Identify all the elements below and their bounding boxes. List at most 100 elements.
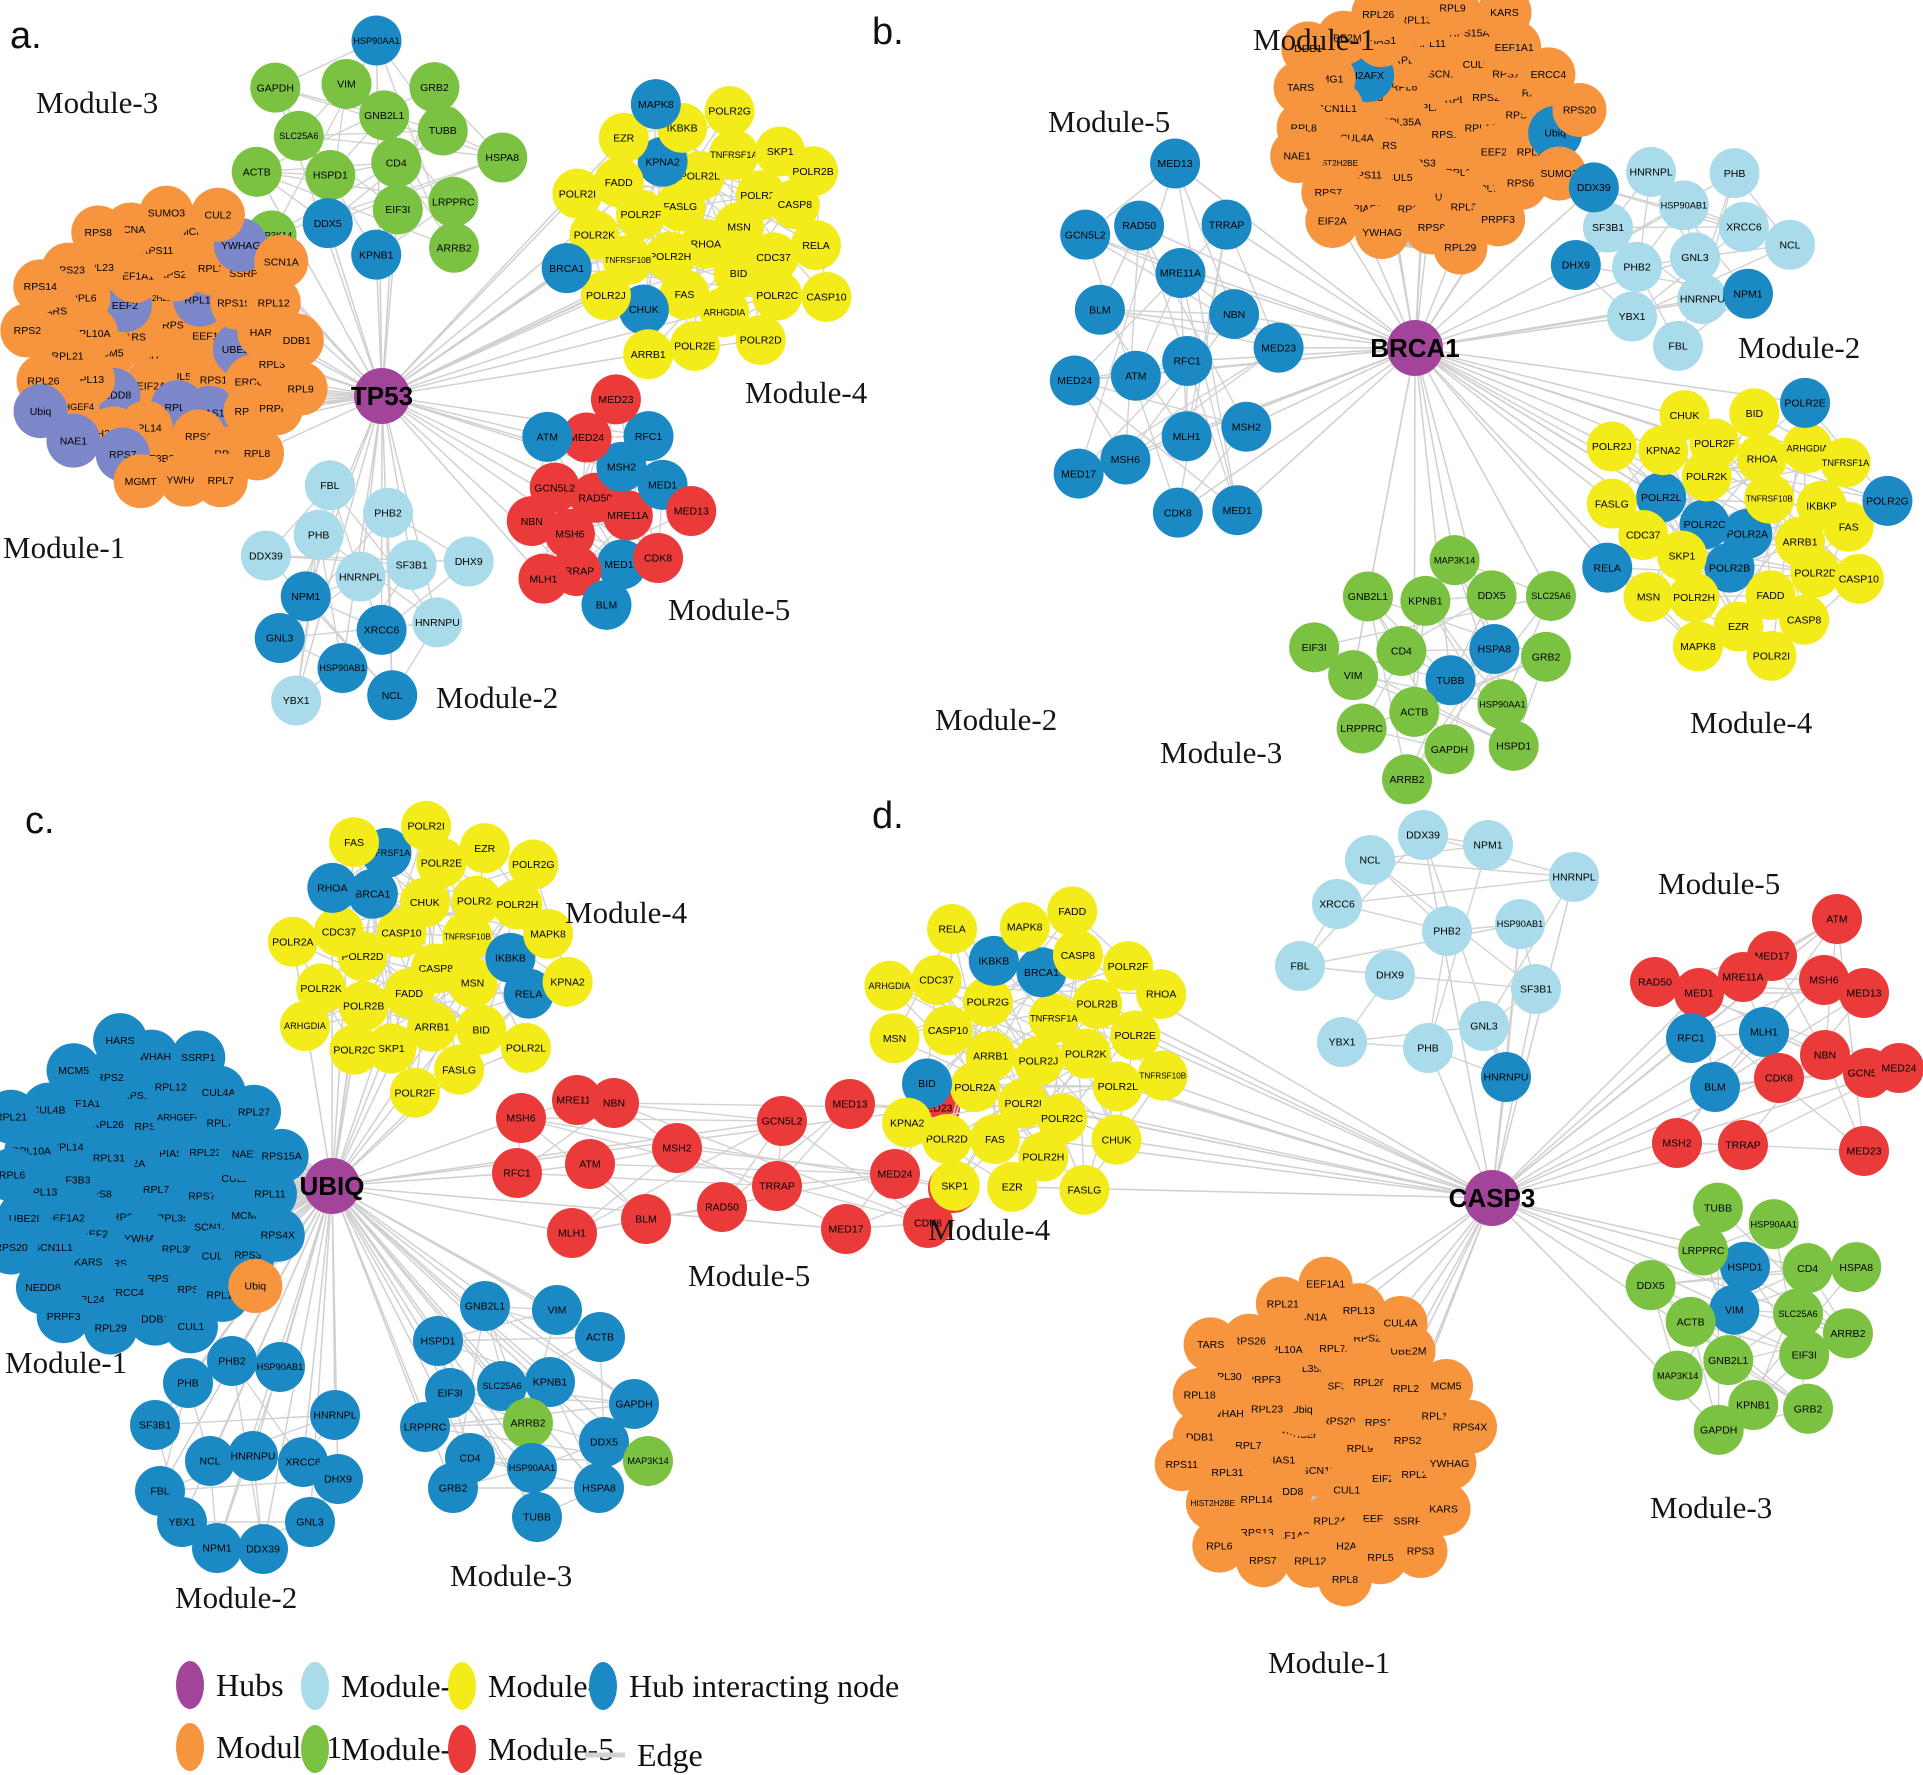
node-RPS14[interactable]: RPS14: [13, 259, 68, 314]
node-NPM1[interactable]: NPM1: [192, 1523, 242, 1573]
node-NCL[interactable]: NCL: [367, 670, 418, 721]
node-FASLG[interactable]: FASLG: [1059, 1164, 1110, 1215]
node-DDX5[interactable]: DDX5: [1466, 570, 1517, 621]
node-ATM[interactable]: ATM: [1812, 894, 1862, 944]
node-HNRNPL[interactable]: HNRNPL: [310, 1390, 360, 1440]
node-RHOA[interactable]: RHOA: [307, 862, 358, 913]
node-GRB2[interactable]: GRB2: [409, 62, 460, 113]
node-MSH2[interactable]: MSH2: [1652, 1118, 1702, 1168]
node-HSPD1[interactable]: HSPD1: [413, 1316, 463, 1366]
node-MED13[interactable]: MED13: [1839, 968, 1889, 1018]
node-VIM[interactable]: VIM: [1709, 1284, 1760, 1335]
node-POLR2I[interactable]: POLR2I: [1746, 630, 1797, 681]
node-RAD50[interactable]: RAD50: [1630, 957, 1680, 1007]
node-RAD50[interactable]: RAD50: [697, 1182, 747, 1232]
node-XRCC6[interactable]: XRCC6: [1312, 879, 1362, 929]
node-MED13[interactable]: MED13: [1150, 138, 1201, 189]
node-KPNB1[interactable]: KPNB1: [1400, 575, 1451, 626]
node-DDX5[interactable]: DDX5: [1625, 1260, 1676, 1311]
node-ACTB[interactable]: ACTB: [1389, 686, 1440, 737]
node-NBN[interactable]: NBN: [1800, 1030, 1850, 1080]
node-GNL3[interactable]: GNL3: [1459, 1001, 1509, 1051]
node-FAS[interactable]: FAS: [329, 817, 380, 868]
node-GNB2L1[interactable]: GNB2L1: [460, 1281, 510, 1331]
node-SSRP1[interactable]: SSRP1: [171, 1030, 226, 1085]
node-GNL3[interactable]: GNL3: [285, 1497, 335, 1547]
node-TNFRSF1A[interactable]: TNFRSF1A: [1820, 437, 1871, 488]
node-FADD[interactable]: FADD: [1047, 886, 1098, 937]
node-EIF3I[interactable]: EIF3I: [1289, 622, 1340, 673]
node-NAE1[interactable]: NAE1: [1270, 129, 1325, 184]
node-MGMT[interactable]: MGMT: [113, 454, 168, 509]
node-GNB2L1[interactable]: GNB2L1: [1342, 571, 1393, 622]
node-NCL[interactable]: NCL: [1345, 835, 1395, 885]
node-RPS4X[interactable]: RPS4X: [1442, 1399, 1497, 1454]
node-NBN[interactable]: NBN: [589, 1078, 639, 1128]
node-RPS4X[interactable]: RPS4X: [250, 1207, 305, 1262]
node-TRRAP[interactable]: TRRAP: [752, 1161, 802, 1211]
node-PRPF3[interactable]: PRPF3: [36, 1289, 91, 1344]
node-HNRNPU[interactable]: HNRNPU: [1481, 1052, 1531, 1102]
node-GRB2[interactable]: GRB2: [1520, 631, 1571, 682]
node-HSP90AA1[interactable]: HSP90AA1: [351, 15, 402, 66]
hub-TP53[interactable]: TP53: [351, 368, 413, 424]
node-XRCC6[interactable]: XRCC6: [356, 604, 407, 655]
node-RELA[interactable]: RELA: [927, 904, 978, 955]
node-CASP10[interactable]: CASP10: [1833, 553, 1884, 604]
node-NBN[interactable]: NBN: [1209, 289, 1260, 340]
node-TRRAP[interactable]: TRRAP: [1718, 1120, 1768, 1170]
node-EZR[interactable]: EZR: [987, 1161, 1038, 1212]
node-DDX39[interactable]: DDX39: [240, 530, 291, 581]
node-HARS[interactable]: HARS: [93, 1013, 148, 1068]
node-RPS8[interactable]: RPS8: [71, 205, 126, 260]
node-DDX39[interactable]: DDX39: [1568, 162, 1619, 213]
node-TARS[interactable]: TARS: [1183, 1317, 1238, 1372]
node-EIF2A[interactable]: EIF2A: [1305, 193, 1360, 248]
node-POLR2J[interactable]: POLR2J: [1586, 421, 1637, 472]
node-GAPDH[interactable]: GAPDH: [1693, 1404, 1744, 1455]
node-MED1[interactable]: MED1: [1674, 968, 1724, 1018]
node-POLR2A[interactable]: POLR2A: [950, 1062, 1001, 1113]
node-DHX9[interactable]: DHX9: [1550, 240, 1601, 291]
node-NPM1[interactable]: NPM1: [280, 571, 331, 622]
node-CDK8[interactable]: CDK8: [633, 533, 684, 584]
node-MCM5[interactable]: MCM5: [46, 1043, 101, 1098]
node-EIF3I[interactable]: EIF3I: [372, 184, 423, 235]
node-DHX9[interactable]: DHX9: [313, 1454, 363, 1504]
node-POLR2I[interactable]: POLR2I: [552, 168, 603, 219]
node-RPS20[interactable]: RPS20: [1552, 82, 1607, 137]
node-EZR[interactable]: EZR: [459, 823, 510, 874]
node-EIF3I[interactable]: EIF3I: [1779, 1329, 1830, 1380]
node-SLC25A6[interactable]: SLC25A6: [1525, 570, 1576, 621]
node-POLR2I[interactable]: POLR2I: [401, 800, 452, 851]
node-HNRNPL[interactable]: HNRNPL: [1626, 146, 1677, 197]
node-POLR2D[interactable]: POLR2D: [1790, 547, 1841, 598]
node-MED1[interactable]: MED1: [1212, 485, 1263, 536]
node-MAPK8[interactable]: MAPK8: [630, 79, 681, 130]
node-RPL8[interactable]: RPL8: [1317, 1552, 1372, 1607]
node-POLR2E[interactable]: POLR2E: [669, 320, 720, 371]
node-RPL29[interactable]: RPL29: [1433, 220, 1488, 275]
node-HSP90AB1[interactable]: HSP90AB1: [1495, 899, 1545, 949]
node-TUBB[interactable]: TUBB: [1692, 1182, 1743, 1233]
node-MRE11A[interactable]: MRE11A: [1155, 248, 1206, 299]
node-HSP90AA1[interactable]: HSP90AA1: [507, 1443, 557, 1493]
node-RPL6[interactable]: RPL6: [1192, 1518, 1247, 1573]
node-HNRNPU[interactable]: HNRNPU: [1677, 274, 1728, 325]
node-CASP10[interactable]: CASP10: [801, 271, 852, 322]
node-MSN[interactable]: MSN: [869, 1013, 920, 1064]
node-MED24[interactable]: MED24: [1874, 1043, 1923, 1093]
node-POLR2G[interactable]: POLR2G: [508, 839, 559, 890]
node-FBL[interactable]: FBL: [1275, 941, 1325, 991]
node-BLM[interactable]: BLM: [1074, 284, 1125, 335]
node-POLR2G[interactable]: POLR2G: [1862, 475, 1913, 526]
node-GNL3[interactable]: GNL3: [254, 613, 305, 664]
node-LRPPRC[interactable]: LRPPRC: [1336, 703, 1387, 754]
node-MAPK8[interactable]: MAPK8: [999, 902, 1050, 953]
node-HNRNPL[interactable]: HNRNPL: [1549, 852, 1599, 902]
node-VIM[interactable]: VIM: [532, 1285, 582, 1335]
node-ARHGDIA[interactable]: ARHGDIA: [279, 1001, 330, 1052]
node-HSP90AA1[interactable]: HSP90AA1: [1748, 1199, 1799, 1250]
node-ARRB1[interactable]: ARRB1: [623, 329, 674, 380]
node-KPNB1[interactable]: KPNB1: [351, 229, 402, 280]
